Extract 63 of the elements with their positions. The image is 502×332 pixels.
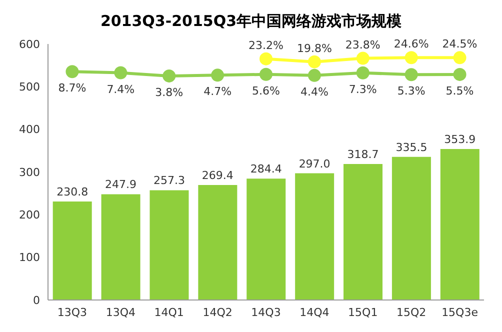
data-label: 284.4: [250, 162, 282, 176]
point: [162, 69, 176, 82]
data-label: 318.7: [347, 148, 379, 162]
bar: [295, 173, 334, 300]
data-label: 353.9: [444, 133, 476, 146]
data-label: 257.3: [153, 174, 185, 188]
point: [260, 68, 272, 81]
data-label: 269.4: [202, 169, 234, 182]
bar: [344, 164, 383, 300]
x-tick-label: 15Q3e: [442, 306, 478, 319]
data-label: 335.5: [396, 140, 428, 154]
data-label: 8.7%: [58, 82, 86, 95]
data-label: 3.8%: [155, 86, 184, 99]
x-tick-label: 13Q3: [57, 306, 88, 319]
point: [453, 68, 466, 81]
data-label: 24.6%: [394, 38, 429, 51]
point: [404, 51, 418, 64]
point: [211, 68, 224, 82]
y-tick-label: 300: [19, 166, 40, 179]
data-label: 297.0: [298, 157, 330, 170]
y-tick-label: 100: [19, 251, 40, 264]
point: [260, 52, 272, 66]
bar: [52, 202, 92, 300]
bar: [101, 194, 140, 300]
x-tick-label: 15Q1: [348, 306, 378, 319]
y-tick-label: 0: [33, 294, 40, 307]
point: [356, 66, 370, 80]
y-tick-label: 200: [19, 208, 40, 222]
y-tick-label: 400: [19, 123, 40, 136]
chart-title: 2013Q3-2015Q3年中国网络游戏市场规模: [99, 11, 403, 32]
x-tick-label: 14Q4: [300, 306, 330, 319]
data-label: 247.9: [105, 178, 137, 192]
y-tick-label: 600: [19, 38, 40, 51]
data-label: 5.5%: [446, 84, 474, 98]
x-tick-label: 13Q4: [106, 306, 136, 319]
point: [114, 66, 128, 80]
point: [404, 68, 418, 82]
data-label: 4.7%: [204, 85, 232, 98]
data-label: 24.5%: [442, 38, 478, 51]
data-label: 7.3%: [348, 82, 377, 96]
data-label: 7.4%: [106, 82, 135, 96]
x-tick-label: 14Q2: [202, 306, 232, 319]
point: [308, 55, 321, 68]
point: [308, 68, 321, 82]
data-label: 230.8: [56, 186, 88, 199]
point: [453, 51, 466, 64]
point: [356, 52, 370, 65]
bar: [246, 178, 286, 300]
y-tick-label: 500: [19, 80, 40, 94]
x-tick-label: 14Q1: [154, 306, 184, 319]
data-label: 5.3%: [397, 84, 426, 98]
data-label: 19.8%: [296, 42, 332, 55]
bar: [150, 190, 189, 300]
x-tick-label: 14Q3: [251, 306, 281, 319]
data-label: 5.6%: [252, 84, 280, 98]
bar: [198, 185, 238, 300]
data-label: 4.4%: [300, 85, 328, 98]
data-label: 23.8%: [345, 38, 380, 52]
data-label: 23.2%: [248, 38, 284, 52]
x-tick-label: 15Q2: [396, 306, 426, 319]
point: [66, 65, 79, 78]
bar: [440, 149, 480, 300]
bar: [392, 156, 431, 300]
